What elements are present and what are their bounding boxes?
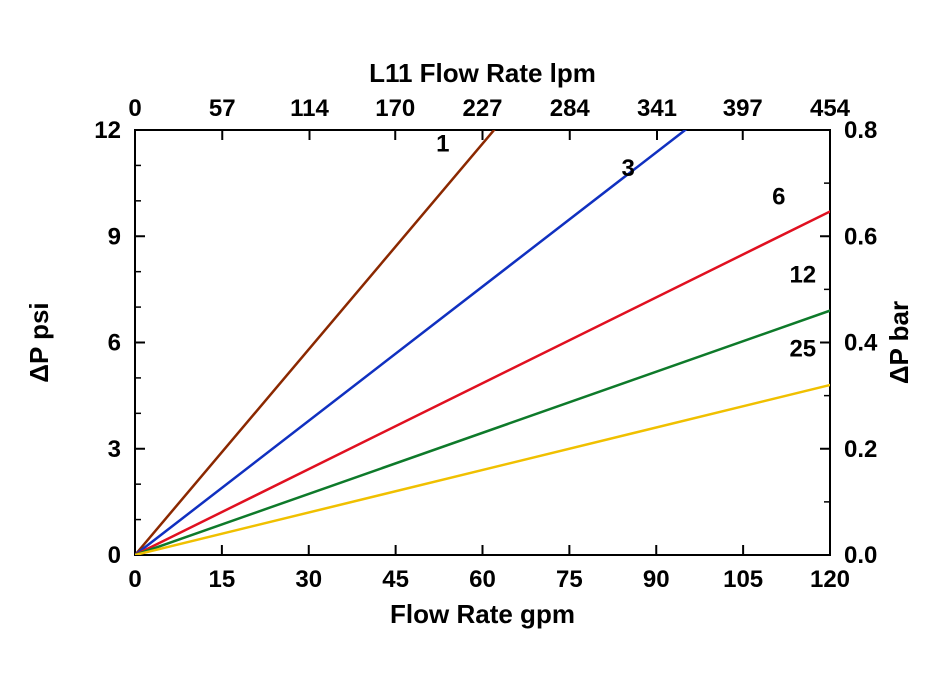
xb-tick-label: 30	[295, 566, 322, 593]
yl-tick-label: 3	[108, 436, 121, 463]
xb-tick-label: 105	[723, 566, 763, 593]
yl-tick-label: 9	[108, 223, 121, 250]
yl-tick-label: 0	[108, 542, 121, 569]
xb-tick-label: 120	[810, 566, 850, 593]
xt-tick-label: 114	[290, 95, 329, 122]
series-label: 25	[789, 336, 816, 363]
yr-tick-label: 0.2	[844, 436, 877, 463]
yr-tick-label: 0.6	[844, 223, 877, 250]
yr-tick-label: 0.0	[844, 542, 877, 569]
xt-tick-label: 284	[550, 95, 591, 122]
xb-tick-label: 45	[382, 566, 409, 593]
series-label: 12	[789, 261, 816, 288]
chart-svg: 0153045607590105120Flow Rate gpm05711417…	[0, 0, 932, 678]
y-left-label: ΔP psi	[24, 302, 54, 382]
xt-tick-label: 170	[375, 95, 415, 122]
x-top-label: L11 Flow Rate lpm	[369, 58, 596, 88]
series-label: 6	[772, 183, 785, 210]
yl-tick-label: 6	[108, 330, 121, 357]
xt-tick-label: 397	[723, 95, 763, 122]
xt-tick-label: 227	[462, 95, 502, 122]
xb-tick-label: 60	[469, 566, 496, 593]
series-label: 3	[622, 155, 635, 182]
xb-tick-label: 90	[643, 566, 670, 593]
xt-tick-label: 57	[209, 95, 236, 122]
xb-tick-label: 75	[556, 566, 583, 593]
xt-tick-label: 341	[637, 95, 677, 122]
y-right-label: ΔP bar	[884, 301, 914, 384]
title-prefix: L11	[369, 58, 412, 88]
xb-tick-label: 15	[209, 566, 236, 593]
x-bottom-label: Flow Rate gpm	[390, 599, 575, 629]
xt-tick-label: 0	[128, 95, 141, 122]
yr-tick-label: 0.4	[844, 330, 878, 357]
yr-tick-label: 0.8	[844, 117, 877, 144]
series-label: 1	[436, 130, 449, 157]
chart-container: 0153045607590105120Flow Rate gpm05711417…	[0, 0, 932, 678]
x-top-label-text: Flow Rate lpm	[420, 58, 596, 88]
yl-tick-label: 12	[94, 117, 121, 144]
xb-tick-label: 0	[128, 566, 141, 593]
